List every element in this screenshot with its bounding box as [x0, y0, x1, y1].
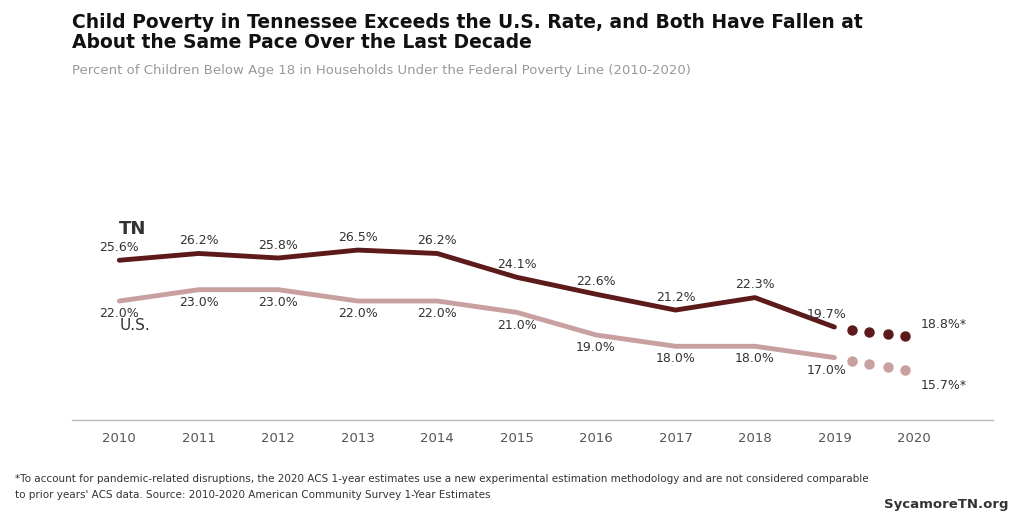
Text: 26.5%: 26.5% [338, 231, 378, 244]
Text: 18.0%: 18.0% [735, 352, 775, 366]
Text: to prior years' ACS data. Source: 2010-2020 American Community Survey 1-Year Est: to prior years' ACS data. Source: 2010-2… [15, 490, 490, 501]
Text: 21.0%: 21.0% [497, 318, 537, 332]
Text: 18.8%*: 18.8%* [921, 318, 967, 331]
Text: 26.2%: 26.2% [418, 234, 457, 247]
Text: 25.6%: 25.6% [99, 241, 139, 254]
Text: Child Poverty in Tennessee Exceeds the U.S. Rate, and Both Have Fallen at: Child Poverty in Tennessee Exceeds the U… [72, 13, 862, 32]
Text: *To account for pandemic-related disruptions, the 2020 ACS 1-year estimates use : *To account for pandemic-related disrupt… [15, 474, 869, 484]
Text: 22.3%: 22.3% [735, 279, 775, 291]
Text: 25.8%: 25.8% [258, 239, 298, 252]
Text: 17.0%: 17.0% [807, 364, 847, 377]
Text: 23.0%: 23.0% [258, 296, 298, 309]
Text: 19.0%: 19.0% [577, 341, 615, 354]
Text: 21.2%: 21.2% [655, 291, 695, 304]
Text: Percent of Children Below Age 18 in Households Under the Federal Poverty Line (2: Percent of Children Below Age 18 in Hous… [72, 64, 690, 77]
Text: 22.0%: 22.0% [338, 307, 378, 320]
Text: About the Same Pace Over the Last Decade: About the Same Pace Over the Last Decade [72, 33, 531, 52]
Text: 15.7%*: 15.7%* [921, 378, 967, 392]
Text: 22.0%: 22.0% [99, 307, 139, 320]
Text: TN: TN [120, 220, 146, 238]
Text: 22.6%: 22.6% [577, 275, 615, 288]
Text: 19.7%: 19.7% [807, 308, 846, 321]
Text: 18.0%: 18.0% [655, 352, 695, 366]
Text: 22.0%: 22.0% [417, 307, 457, 320]
Text: 23.0%: 23.0% [179, 296, 219, 309]
Text: 26.2%: 26.2% [179, 234, 218, 247]
Text: 24.1%: 24.1% [497, 258, 537, 271]
Text: SycamoreTN.org: SycamoreTN.org [884, 498, 1009, 510]
Text: U.S.: U.S. [120, 318, 151, 333]
